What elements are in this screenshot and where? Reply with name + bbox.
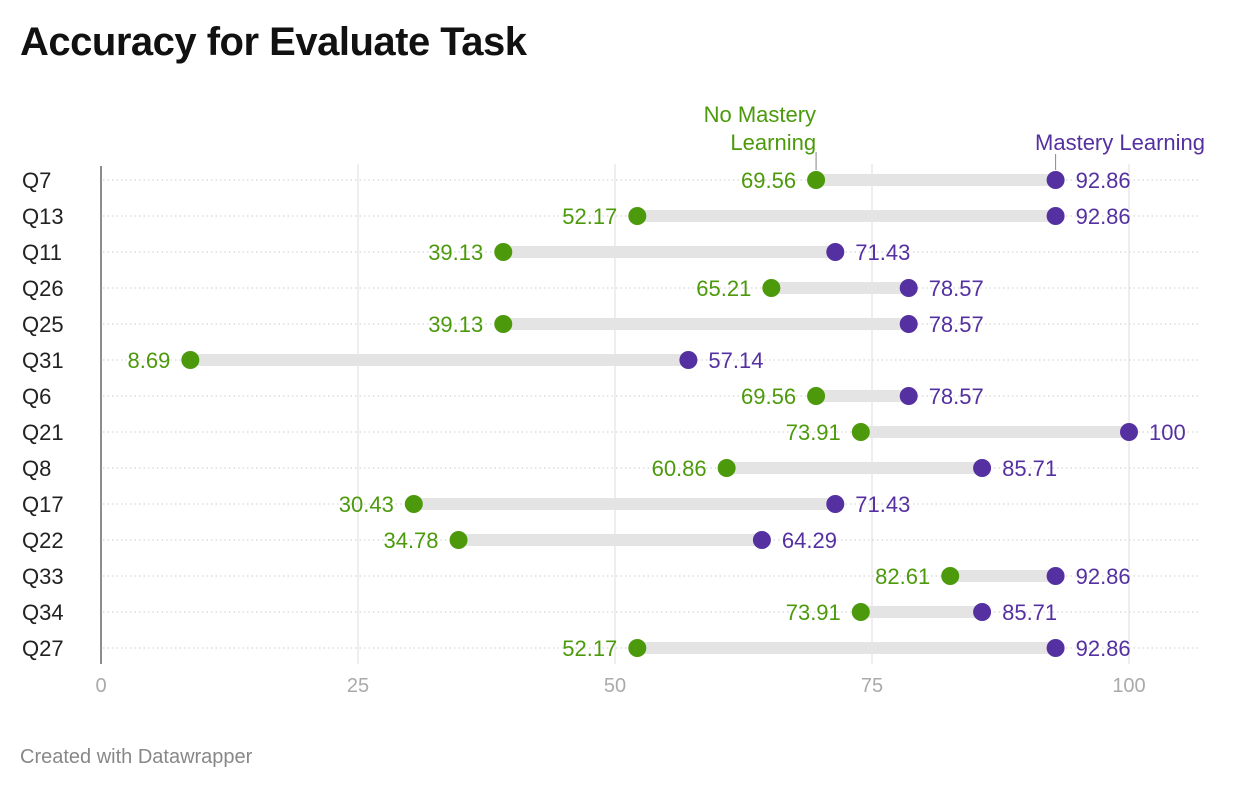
no-mastery-dot bbox=[449, 531, 468, 549]
mastery-dot bbox=[973, 459, 992, 477]
mastery-value-label: 92.86 bbox=[1076, 564, 1131, 589]
data-row: Q22 34.78 64.29 bbox=[22, 528, 1198, 553]
legend-no-mastery: No Mastery Learning bbox=[704, 102, 816, 155]
no-mastery-dot bbox=[941, 567, 960, 585]
mastery-dot bbox=[1046, 639, 1065, 657]
no-mastery-dot bbox=[628, 639, 647, 657]
no-mastery-value-label: 34.78 bbox=[383, 528, 438, 553]
no-mastery-value-label: 8.69 bbox=[128, 348, 171, 373]
no-mastery-value-label: 69.56 bbox=[741, 384, 796, 409]
data-row: Q31 8.69 57.14 bbox=[22, 348, 1198, 373]
no-mastery-dot bbox=[762, 279, 781, 297]
row-label: Q7 bbox=[22, 168, 51, 193]
data-row: Q13 52.17 92.86 bbox=[22, 204, 1198, 229]
mastery-value-label: 92.86 bbox=[1076, 636, 1131, 661]
mastery-dot bbox=[899, 279, 918, 297]
no-mastery-value-label: 69.56 bbox=[741, 168, 796, 193]
mastery-value-label: 64.29 bbox=[782, 528, 837, 553]
data-row: Q34 73.91 85.71 bbox=[22, 600, 1198, 625]
row-label: Q21 bbox=[22, 420, 64, 445]
no-mastery-dot bbox=[717, 459, 736, 477]
mastery-value-label: 85.71 bbox=[1002, 600, 1057, 625]
mastery-value-label: 71.43 bbox=[855, 240, 910, 265]
row-label: Q26 bbox=[22, 276, 64, 301]
mastery-value-label: 57.14 bbox=[708, 348, 763, 373]
row-label: Q27 bbox=[22, 636, 64, 661]
mastery-dot bbox=[973, 603, 992, 621]
mastery-dot bbox=[899, 387, 918, 405]
row-label: Q17 bbox=[22, 492, 64, 517]
no-mastery-dot bbox=[851, 603, 870, 621]
mastery-value-label: 85.71 bbox=[1002, 456, 1057, 481]
gridlines bbox=[100, 164, 1130, 664]
no-mastery-value-label: 82.61 bbox=[875, 564, 930, 589]
data-row: Q11 39.13 71.43 bbox=[22, 240, 1198, 265]
row-label: Q8 bbox=[22, 456, 51, 481]
mastery-dot bbox=[679, 351, 698, 369]
row-label: Q25 bbox=[22, 312, 64, 337]
data-row: Q27 52.17 92.86 bbox=[22, 636, 1198, 661]
no-mastery-value-label: 65.21 bbox=[696, 276, 751, 301]
no-mastery-dot bbox=[851, 423, 870, 441]
row-label: Q13 bbox=[22, 204, 64, 229]
no-mastery-dot bbox=[494, 243, 513, 261]
legend-annotations: No Mastery Learning Mastery Learning bbox=[704, 102, 1205, 170]
x-tick-label: 50 bbox=[604, 675, 626, 697]
no-mastery-value-label: 30.43 bbox=[339, 492, 394, 517]
no-mastery-dot bbox=[807, 171, 826, 189]
no-mastery-value-label: 60.86 bbox=[652, 456, 707, 481]
mastery-value-label: 92.86 bbox=[1076, 168, 1131, 193]
no-mastery-dot bbox=[628, 207, 647, 225]
mastery-dot bbox=[1120, 423, 1138, 441]
no-mastery-value-label: 52.17 bbox=[562, 204, 617, 229]
mastery-value-label: 92.86 bbox=[1076, 204, 1131, 229]
data-row: Q6 69.56 78.57 bbox=[22, 384, 1198, 409]
x-tick-label: 75 bbox=[861, 675, 883, 697]
mastery-value-label: 100 bbox=[1149, 420, 1186, 445]
no-mastery-dot bbox=[807, 387, 826, 405]
data-row: Q25 39.13 78.57 bbox=[22, 312, 1198, 337]
data-row: Q26 65.21 78.57 bbox=[22, 276, 1198, 301]
no-mastery-dot bbox=[404, 495, 423, 513]
row-label: Q33 bbox=[22, 564, 64, 589]
data-row: Q33 82.61 92.86 bbox=[22, 564, 1198, 589]
no-mastery-dot bbox=[181, 351, 200, 369]
data-row: Q17 30.43 71.43 bbox=[22, 492, 1198, 517]
mastery-dot bbox=[1046, 567, 1065, 585]
legend-mastery: Mastery Learning bbox=[1035, 130, 1205, 155]
no-mastery-value-label: 73.91 bbox=[786, 420, 841, 445]
row-label: Q6 bbox=[22, 384, 51, 409]
no-mastery-value-label: 39.13 bbox=[428, 240, 483, 265]
rows: Q7 69.56 92.86 Q13 52.17 92.86 Q11 39.13 71.43 Q2… bbox=[22, 168, 1198, 661]
x-tick-label: 25 bbox=[347, 675, 369, 697]
mastery-dot bbox=[899, 315, 918, 333]
no-mastery-value-label: 73.91 bbox=[786, 600, 841, 625]
row-label: Q34 bbox=[22, 600, 64, 625]
dot-range-chart: Q7 69.56 92.86 Q13 52.17 92.86 Q11 39.13 71.43 Q2… bbox=[22, 102, 1205, 697]
x-tick-label: 0 bbox=[95, 675, 106, 697]
mastery-value-label: 71.43 bbox=[855, 492, 910, 517]
no-mastery-dot bbox=[494, 315, 513, 333]
no-mastery-value-label: 39.13 bbox=[428, 312, 483, 337]
mastery-dot bbox=[1046, 171, 1065, 189]
no-mastery-value-label: 52.17 bbox=[562, 636, 617, 661]
chart-title: Accuracy for Evaluate Task bbox=[20, 20, 527, 64]
row-label: Q31 bbox=[22, 348, 64, 373]
row-label: Q11 bbox=[22, 240, 62, 265]
mastery-dot bbox=[826, 495, 845, 513]
mastery-value-label: 78.57 bbox=[929, 312, 984, 337]
mastery-value-label: 78.57 bbox=[929, 384, 984, 409]
credit-footer: Created with Datawrapper bbox=[20, 746, 253, 768]
x-tick-label: 100 bbox=[1112, 675, 1145, 697]
x-axis-ticks: 0 25 50 75 100 bbox=[95, 675, 1145, 697]
row-label: Q22 bbox=[22, 528, 64, 553]
mastery-dot bbox=[752, 531, 771, 549]
mastery-dot bbox=[1046, 207, 1065, 225]
mastery-value-label: 78.57 bbox=[929, 276, 984, 301]
data-row: Q7 69.56 92.86 bbox=[22, 168, 1198, 193]
mastery-dot bbox=[826, 243, 845, 261]
data-row: Q21 73.91 100 bbox=[22, 420, 1198, 445]
data-row: Q8 60.86 85.71 bbox=[22, 456, 1198, 481]
